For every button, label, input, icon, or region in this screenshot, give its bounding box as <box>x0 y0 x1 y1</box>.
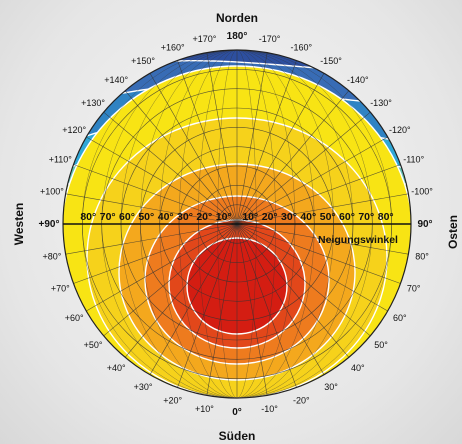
west-label: Westen <box>12 203 26 245</box>
azimuth-label-west: +160° <box>161 42 185 52</box>
east-label: Osten <box>446 215 460 249</box>
azimuth-spoke <box>65 223 238 255</box>
tilt-label-east: 80° <box>378 211 394 223</box>
azimuth-spoke <box>124 90 238 225</box>
azimuth-label-west: +50° <box>84 340 103 350</box>
azimuth-label-west: +70° <box>51 283 70 293</box>
azimuth-label-east: -130° <box>370 98 392 108</box>
tilt-label-west: 20° <box>196 211 212 223</box>
azimuth-spoke <box>149 223 238 375</box>
azimuth-label-east: -100° <box>411 186 433 196</box>
azimuth-spoke <box>236 223 297 388</box>
azimuth-spoke <box>236 111 371 225</box>
tilt-label-east: 50° <box>320 211 336 223</box>
azimuth-label-east: -150° <box>320 56 342 66</box>
north-label: Norden <box>216 11 258 25</box>
azimuth-spoke <box>236 223 401 284</box>
tilt-label-east: 10° <box>242 211 258 223</box>
azimuth-spoke <box>236 223 350 358</box>
azimuth-label-west: +60° <box>65 313 84 323</box>
azimuth-label-west: +130° <box>81 98 105 108</box>
azimuth-spoke <box>236 52 268 225</box>
azimuth-label-east: -170° <box>259 34 281 44</box>
azimuth-label-north: 180° <box>227 31 248 42</box>
azimuth-label-south: 0° <box>232 407 242 418</box>
azimuth-label-west: +120° <box>62 125 86 135</box>
azimuth-spoke <box>236 73 325 225</box>
tilt-label-west: 80° <box>80 211 96 223</box>
azimuth-label-east: -20° <box>293 396 310 406</box>
azimuth-spoke <box>149 73 238 225</box>
azimuth-label-east: 50° <box>374 340 388 350</box>
azimuth-label-east: -110° <box>403 155 424 165</box>
azimuth-label-east: 40° <box>351 363 365 373</box>
azimuth-label-east: 70° <box>407 283 421 293</box>
azimuth-label-east: 90° <box>417 219 432 230</box>
azimuth-spoke <box>236 60 297 225</box>
tilt-label-east: 20° <box>262 211 278 223</box>
labels: +10° +20° +30° +40° +50° +60° +70° +80° +90° +100… <box>39 31 434 418</box>
tilt-label-west: 10° <box>216 211 232 223</box>
azimuth-label-west: +150° <box>131 56 155 66</box>
azimuth-spoke <box>236 223 409 255</box>
azimuth-label-west: +100° <box>40 186 64 196</box>
tilt-label-west: 30° <box>177 211 193 223</box>
azimuth-spoke <box>236 223 388 312</box>
tilt-label-east: 30° <box>281 211 297 223</box>
tilt-label-west: 60° <box>119 211 135 223</box>
azimuth-label-west: +30° <box>134 382 153 392</box>
azimuth-label-west: +10° <box>195 404 214 414</box>
azimuth-spoke <box>103 111 238 225</box>
tilt-axis-label: Neigungswinkel <box>318 234 398 246</box>
azimuth-label-east: 60° <box>393 313 407 323</box>
azimuth-label-west: +110° <box>49 155 73 165</box>
azimuth-label-west: +140° <box>104 75 128 85</box>
tilt-label-west: 70° <box>100 211 116 223</box>
tilt-label-east: 40° <box>300 211 316 223</box>
azimuth-label-east: -10° <box>261 404 278 414</box>
azimuth-label-west: +170° <box>192 34 216 44</box>
azimuth-label-east: 80° <box>415 252 429 262</box>
azimuth-label-west: +90° <box>39 219 60 230</box>
azimuth-spoke <box>236 164 401 225</box>
azimuth-label-east: 30° <box>324 382 338 392</box>
azimuth-spoke <box>236 223 268 396</box>
azimuth-spoke <box>124 223 238 358</box>
azimuth-label-west: +40° <box>107 363 126 373</box>
tilt-label-east: 70° <box>358 211 374 223</box>
azimuth-label-west: +80° <box>42 252 61 262</box>
azimuth-label-east: -140° <box>347 75 369 85</box>
azimuth-spoke <box>177 223 238 388</box>
tilt-label-east: 60° <box>339 211 355 223</box>
azimuth-label-east: -120° <box>389 125 411 135</box>
azimuth-spoke <box>236 223 371 337</box>
azimuth-spoke <box>236 90 350 225</box>
azimuth-spoke <box>73 223 238 284</box>
tilt-label-west: 50° <box>138 211 154 223</box>
azimuth-spoke <box>73 164 238 225</box>
tilt-label-west: 40° <box>158 211 174 223</box>
azimuth-spoke <box>65 193 238 225</box>
azimuth-spoke <box>206 52 238 225</box>
azimuth-spoke <box>236 193 409 225</box>
south-label: Süden <box>219 429 256 443</box>
azimuth-spoke <box>103 223 238 337</box>
azimuth-spoke <box>86 223 238 312</box>
azimuth-label-west: +20° <box>163 396 182 406</box>
azimuth-label-east: -160° <box>290 42 312 52</box>
azimuth-spoke <box>86 136 238 225</box>
azimuth-spoke <box>236 136 388 225</box>
azimuth-spoke <box>177 60 238 225</box>
azimuth-spoke <box>206 223 238 396</box>
azimuth-spoke <box>236 223 325 375</box>
